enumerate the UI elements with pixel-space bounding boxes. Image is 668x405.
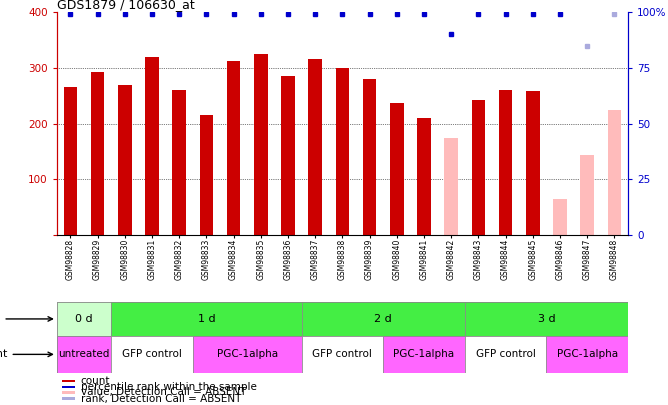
Bar [63, 87, 77, 235]
Bar [465, 336, 546, 373]
Bar [472, 100, 485, 235]
Text: 2 d: 2 d [374, 314, 392, 324]
Bar [91, 72, 104, 235]
Bar [607, 110, 621, 235]
Bar [145, 57, 159, 235]
Text: count: count [81, 376, 110, 386]
Bar [335, 68, 349, 235]
Bar [118, 85, 132, 235]
Text: untreated: untreated [58, 350, 110, 359]
Bar [417, 118, 431, 235]
Bar [390, 103, 403, 235]
Bar [172, 90, 186, 235]
Bar [63, 386, 75, 388]
Text: 0 d: 0 d [75, 314, 93, 324]
Bar [281, 76, 295, 235]
Text: PGC-1alpha: PGC-1alpha [393, 350, 454, 359]
Text: 1 d: 1 d [198, 314, 215, 324]
Text: time: time [0, 314, 53, 324]
Text: PGC-1alpha: PGC-1alpha [556, 350, 618, 359]
Text: agent: agent [0, 350, 53, 359]
Bar [57, 336, 111, 373]
Bar [301, 336, 383, 373]
Bar [193, 336, 301, 373]
Bar [309, 59, 322, 235]
Bar [63, 380, 75, 382]
Bar [111, 302, 301, 336]
Bar [526, 91, 540, 235]
Text: GFP control: GFP control [122, 350, 182, 359]
Bar [553, 199, 566, 235]
Bar [226, 61, 240, 235]
Bar [63, 397, 75, 400]
Bar [546, 336, 628, 373]
Text: rank, Detection Call = ABSENT: rank, Detection Call = ABSENT [81, 394, 241, 403]
Bar [63, 391, 75, 394]
Bar [111, 336, 193, 373]
Text: PGC-1alpha: PGC-1alpha [216, 350, 278, 359]
Bar [200, 115, 213, 235]
Bar [254, 54, 268, 235]
Text: GDS1879 / 106630_at: GDS1879 / 106630_at [57, 0, 194, 11]
Bar [465, 302, 628, 336]
Bar [363, 79, 376, 235]
Text: GFP control: GFP control [313, 350, 372, 359]
Bar [301, 302, 465, 336]
Bar [383, 336, 465, 373]
Text: 3 d: 3 d [538, 314, 555, 324]
Bar [499, 90, 512, 235]
Bar [580, 155, 594, 235]
Text: percentile rank within the sample: percentile rank within the sample [81, 382, 257, 392]
Bar [57, 302, 111, 336]
Text: value, Detection Call = ABSENT: value, Detection Call = ABSENT [81, 388, 246, 397]
Bar [444, 138, 458, 235]
Text: GFP control: GFP control [476, 350, 536, 359]
